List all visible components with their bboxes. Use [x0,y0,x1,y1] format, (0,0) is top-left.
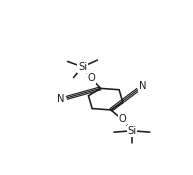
Text: Si: Si [78,62,87,72]
Text: O: O [88,73,95,83]
Text: N: N [57,94,65,104]
Text: N: N [139,81,146,91]
Text: Si: Si [127,126,136,136]
Text: O: O [118,114,126,124]
